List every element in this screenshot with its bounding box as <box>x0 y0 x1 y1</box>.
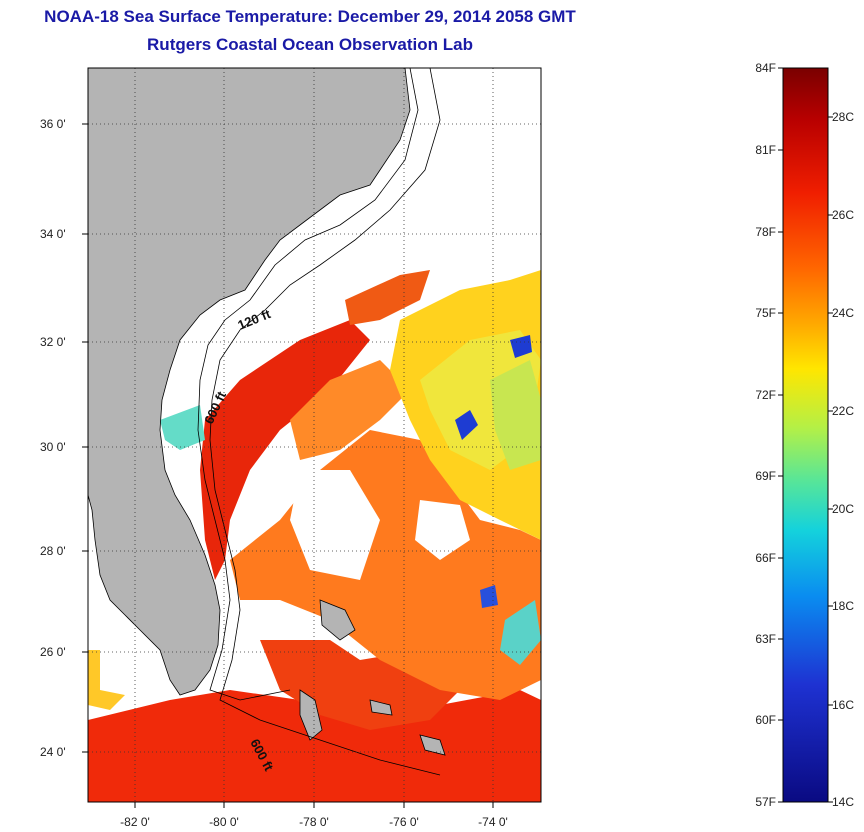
lat-label: 36 0' <box>40 117 66 131</box>
colorbar-c-labels: 28C 26C 24C 22C 20C 18C 16C 14C <box>832 110 854 809</box>
colorbar-f-label: 84F <box>755 61 776 75</box>
colorbar-f-labels: 84F 81F 78F 75F 72F 69F 66F 63F 60F 57F <box>755 61 776 809</box>
axis-ticks <box>82 123 494 808</box>
sst-patches <box>88 270 541 802</box>
colorbar-c-label: 22C <box>832 404 854 418</box>
page-title: NOAA-18 Sea Surface Temperature: Decembe… <box>44 7 576 26</box>
colorbar-c-label: 28C <box>832 110 854 124</box>
colorbar-f-label: 63F <box>755 632 776 646</box>
bahamas-islands <box>299 599 446 756</box>
lon-label: -74 0' <box>478 815 508 829</box>
colorbar-f-label: 72F <box>755 388 776 402</box>
colorbar-f-label: 60F <box>755 713 776 727</box>
lon-label: -82 0' <box>120 815 150 829</box>
lon-label: -78 0' <box>299 815 329 829</box>
lat-label: 34 0' <box>40 227 66 241</box>
latitude-labels: 36 0' 34 0' 32 0' 30 0' 28 0' 26 0' 24 0… <box>40 117 66 759</box>
colorbar-c-label: 20C <box>832 502 854 516</box>
colorbar-c-label: 16C <box>832 698 854 712</box>
lat-label: 32 0' <box>40 335 66 349</box>
colorbar-f-label: 57F <box>755 795 776 809</box>
longitude-labels: -82 0' -80 0' -78 0' -76 0' -74 0' <box>120 815 508 829</box>
land-mass <box>88 68 411 696</box>
colorbar-c-label: 14C <box>832 795 854 809</box>
colorbar-f-label: 81F <box>755 143 776 157</box>
lat-label: 28 0' <box>40 544 66 558</box>
colorbar-ticks <box>778 67 833 803</box>
lat-label: 24 0' <box>40 745 66 759</box>
lat-label: 26 0' <box>40 645 66 659</box>
colorbar-c-label: 24C <box>832 306 854 320</box>
lon-label: -80 0' <box>209 815 239 829</box>
colorbar-f-label: 75F <box>755 306 776 320</box>
colorbar <box>782 67 829 803</box>
colorbar-f-label: 78F <box>755 225 776 239</box>
colorbar-c-label: 26C <box>832 208 854 222</box>
lat-label: 30 0' <box>40 440 66 454</box>
colorbar-f-label: 66F <box>755 551 776 565</box>
bathymetry-contours <box>197 68 441 776</box>
colorbar-f-label: 69F <box>755 469 776 483</box>
page-subtitle: Rutgers Coastal Ocean Observation Lab <box>147 35 473 54</box>
colorbar-c-label: 18C <box>832 599 854 613</box>
lon-label: -76 0' <box>389 815 419 829</box>
